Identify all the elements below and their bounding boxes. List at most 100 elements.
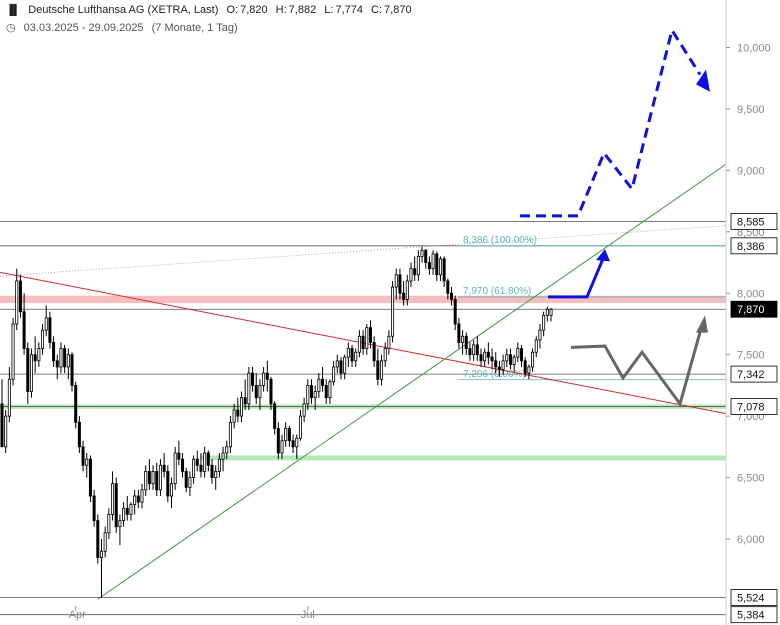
- candle: [262, 366, 266, 392]
- candle: [416, 250, 420, 281]
- candle-body: [81, 446, 85, 466]
- candle: [324, 379, 328, 404]
- candle-body: [324, 385, 328, 399]
- candle-body: [151, 471, 155, 485]
- price-label-box: 7,870: [730, 300, 778, 318]
- candle: [273, 401, 277, 435]
- candle: [162, 452, 166, 478]
- candle-body: [309, 385, 314, 399]
- candle: [173, 446, 177, 490]
- candle-body: [195, 458, 199, 466]
- candle-body: [354, 351, 358, 362]
- candle-body: [225, 446, 229, 454]
- candle: [438, 256, 442, 281]
- candle-body: [287, 428, 291, 442]
- candle-body: [394, 274, 398, 288]
- candle: [70, 352, 74, 392]
- candle: [140, 483, 144, 509]
- bear-scenario-path: [570, 324, 704, 408]
- candle: [497, 360, 501, 377]
- candle: [243, 379, 247, 410]
- candle: [309, 379, 314, 404]
- candle: [217, 452, 221, 478]
- open-label: O:: [226, 4, 239, 16]
- candle: [144, 465, 148, 496]
- candle: [239, 391, 244, 423]
- candle-body: [70, 354, 74, 386]
- candle-body: [88, 458, 92, 497]
- candle-body: [461, 335, 465, 343]
- candle: [284, 422, 288, 447]
- candle: [22, 293, 26, 355]
- candle-body: [125, 507, 129, 515]
- candle: [313, 385, 317, 410]
- candle-body: [350, 348, 354, 362]
- candle: [129, 502, 133, 521]
- candle-body: [516, 348, 520, 358]
- price-label-text: 7,078: [737, 402, 765, 414]
- candle-body: [48, 317, 52, 343]
- candle-body: [122, 507, 126, 521]
- candle-body: [527, 366, 531, 374]
- price-label-box: 8,386: [730, 237, 778, 255]
- candle: [302, 397, 306, 423]
- candle-body: [181, 458, 185, 472]
- candle: [0, 379, 4, 448]
- price-label-box: 8,585: [730, 212, 778, 230]
- candle: [203, 446, 207, 478]
- candle: [114, 477, 118, 533]
- chart-header: ▐▌ Deutsche Lufthansa AG (XETRA, Last) O…: [6, 4, 417, 16]
- candle-body: [199, 464, 203, 472]
- candle-body: [129, 504, 133, 515]
- candle: [177, 440, 181, 466]
- candle: [332, 360, 336, 386]
- candle-body: [380, 360, 384, 380]
- close-label: C:: [371, 4, 383, 16]
- candle-body: [133, 495, 137, 505]
- candle: [15, 268, 19, 331]
- candle: [214, 465, 218, 490]
- candle: [118, 514, 122, 546]
- candle: [306, 379, 310, 410]
- candle: [269, 376, 273, 410]
- candle: [368, 320, 372, 349]
- candle-body: [206, 452, 210, 466]
- candle: [188, 471, 192, 496]
- high-label: H:: [275, 4, 287, 16]
- candle-body: [402, 292, 406, 300]
- candle: [44, 305, 48, 337]
- candle: [7, 366, 11, 423]
- candle-body: [63, 348, 67, 368]
- candle: [413, 256, 417, 281]
- candle: [357, 330, 361, 358]
- candle: [33, 336, 37, 374]
- low-value: 7,774: [335, 4, 363, 16]
- candle: [258, 379, 262, 410]
- candle: [276, 422, 280, 460]
- candle: [479, 348, 483, 367]
- candle: [468, 342, 472, 361]
- candle-body: [549, 308, 553, 316]
- candle-body: [254, 385, 258, 399]
- candle-body: [118, 520, 122, 528]
- candle-body: [420, 249, 424, 257]
- candle: [520, 344, 524, 367]
- candle: [48, 311, 52, 349]
- candle-body: [74, 385, 78, 423]
- candle-body: [416, 255, 420, 276]
- bear-scenario-arrowhead: [696, 315, 708, 333]
- candle: [181, 452, 185, 478]
- candle-body: [365, 327, 369, 349]
- bull-scenario-path: [520, 26, 702, 218]
- price-label-bg: [730, 365, 778, 383]
- candle-body: [472, 344, 476, 356]
- candle: [512, 354, 516, 372]
- candle: [298, 409, 302, 441]
- high-value: 7,882: [288, 4, 317, 16]
- candle: [166, 465, 170, 503]
- candle-body: [140, 489, 144, 503]
- candle-body: [317, 378, 321, 392]
- candle-body: [92, 495, 96, 521]
- candle-body: [37, 348, 41, 362]
